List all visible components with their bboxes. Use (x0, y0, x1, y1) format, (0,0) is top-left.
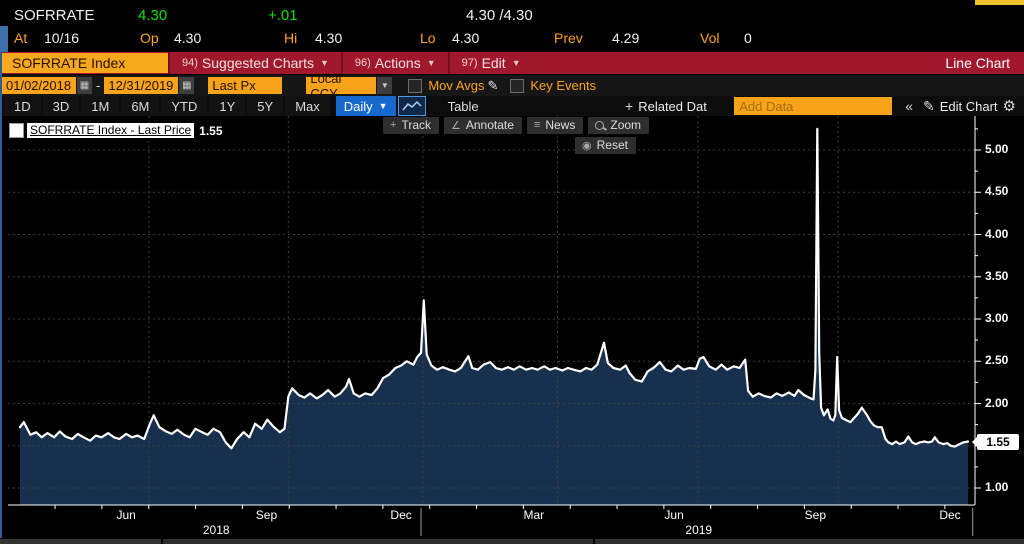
chart-legend: SOFRRATE Index - Last Price 1.55 (9, 123, 223, 138)
edit-chart-button[interactable]: Edit Chart (939, 98, 998, 114)
ticker-detail-row: At 10/16 Op 4.30 Hi 4.30 Lo 4.30 Prev 4.… (0, 30, 1024, 52)
annotate-button[interactable]: ∠ Annotate (444, 117, 522, 134)
high-label: Hi (284, 30, 298, 46)
volume-label: Vol (700, 30, 720, 46)
menu-edit[interactable]: 97) Edit ▼ (447, 52, 533, 74)
reset-button[interactable]: ◉ Reset (575, 137, 636, 154)
open-label: Op (140, 30, 159, 46)
magnifier-icon (595, 120, 605, 130)
at-value: 10/16 (44, 30, 80, 46)
range-button-1d[interactable]: 1D (4, 96, 41, 116)
add-data-input[interactable] (734, 97, 893, 115)
series-line (18, 127, 970, 450)
plus-icon: + (625, 98, 634, 114)
range-button-ytd[interactable]: YTD (161, 96, 208, 116)
frequency-select[interactable]: Daily ▼ (335, 96, 396, 116)
command-menubar: SOFRRATE Index 94) Suggested Charts ▼ 96… (0, 52, 1024, 74)
series-last-value: 1.55 (199, 123, 223, 138)
range-button-max[interactable]: Max (285, 96, 330, 116)
window-highlight-strip (975, 0, 1024, 5)
chevron-down-icon: ▼ (378, 101, 388, 111)
price-field-select[interactable]: Last Px (208, 77, 283, 94)
volume-value: 0 (744, 30, 752, 46)
range-toolbar: 1D 3D 1M 6M YTD 1Y 5Y Max Daily ▼ Table + Relat… (0, 96, 1024, 116)
dropdown-arrow-icon[interactable]: ▼ (377, 77, 393, 94)
open-value: 4.30 (174, 30, 202, 46)
range-button-3d[interactable]: 3D (42, 96, 80, 116)
toolbar-right-group: + Related Dat « ✎ Edit Chart ⚙ (620, 96, 1021, 116)
calendar-icon[interactable]: ▦ (179, 77, 195, 94)
security-field[interactable]: SOFRRATE Index (2, 53, 168, 73)
series-area-fill (20, 128, 968, 505)
gear-icon[interactable]: ⚙ (1002, 98, 1016, 115)
annotate-icon: ∠ (451, 119, 461, 132)
zoom-button[interactable]: Zoom (588, 117, 650, 134)
chevron-down-icon: ▼ (511, 58, 521, 68)
chart-settings-toolbar: 01/02/2018 ▦ - 12/31/2019 ▦ Last Px Loca… (0, 71, 1024, 101)
series-label[interactable]: SOFRRATE Index - Last Price (27, 123, 195, 138)
range-buttons: 1D 3D 1M 6M YTD 1Y 5Y Max (4, 96, 332, 116)
related-data-button[interactable]: Related Dat (638, 98, 707, 114)
price-change: +.01 (268, 7, 298, 24)
bid-ask: 4.30 /4.30 (466, 7, 533, 24)
key-events-label[interactable]: Key Events (530, 78, 597, 93)
date-to-input[interactable]: 12/31/2019 (104, 77, 179, 94)
range-button-6m[interactable]: 6M (121, 96, 160, 116)
reset-icon: ◉ (582, 139, 592, 152)
prev-value: 4.29 (612, 30, 640, 46)
line-chart-icon (402, 100, 422, 111)
table-button[interactable]: Table (447, 98, 479, 114)
news-icon: ≡ (533, 119, 541, 131)
date-range-separator: - (96, 78, 101, 93)
mov-avgs-checkbox[interactable] (408, 78, 423, 93)
menu-suggested-charts[interactable]: 94) Suggested Charts ▼ (168, 52, 341, 74)
series-checkbox[interactable] (9, 123, 24, 138)
window-left-border (0, 52, 2, 544)
range-button-1y[interactable]: 1Y (209, 96, 246, 116)
key-events-checkbox[interactable] (510, 78, 525, 93)
collapse-icon[interactable]: « (905, 98, 913, 114)
chart-tool-buttons: + Track ∠ Annotate ≡ News Zoom (383, 117, 654, 134)
track-button[interactable]: + Track (383, 117, 439, 134)
ticker-symbol: SOFRRATE (14, 7, 95, 24)
range-button-5y[interactable]: 5Y (247, 96, 284, 116)
pencil-icon[interactable]: ✎ (923, 97, 935, 114)
mov-avgs-label[interactable]: Mov Avgs (428, 78, 485, 93)
pencil-icon[interactable]: ✎ (487, 77, 499, 93)
date-from-input[interactable]: 01/02/2018 (2, 77, 76, 94)
menu-actions[interactable]: 96) Actions ▼ (340, 52, 448, 74)
last-price: 4.30 (138, 7, 168, 24)
range-button-1m[interactable]: 1M (81, 96, 120, 116)
ticker-row: SOFRRATE 4.30 +.01 4.30 /4.30 (0, 7, 1024, 30)
news-button[interactable]: ≡ News (526, 117, 584, 134)
selection-marker (0, 26, 8, 52)
calendar-icon[interactable]: ▦ (77, 77, 92, 94)
chevron-down-icon: ▼ (426, 58, 436, 68)
at-label: At (14, 30, 28, 46)
window-bottom-edge (0, 538, 1024, 544)
prev-label: Prev (554, 30, 583, 46)
line-chart-icon-button[interactable] (397, 96, 426, 116)
last-price-tag: 1.55 (972, 433, 1019, 450)
chevron-down-icon: ▼ (319, 58, 329, 68)
low-value: 4.30 (452, 30, 480, 46)
chart-type-label: Line Chart (945, 55, 1010, 71)
high-value: 4.30 (315, 30, 343, 46)
track-icon: + (390, 119, 397, 131)
low-label: Lo (420, 30, 436, 46)
